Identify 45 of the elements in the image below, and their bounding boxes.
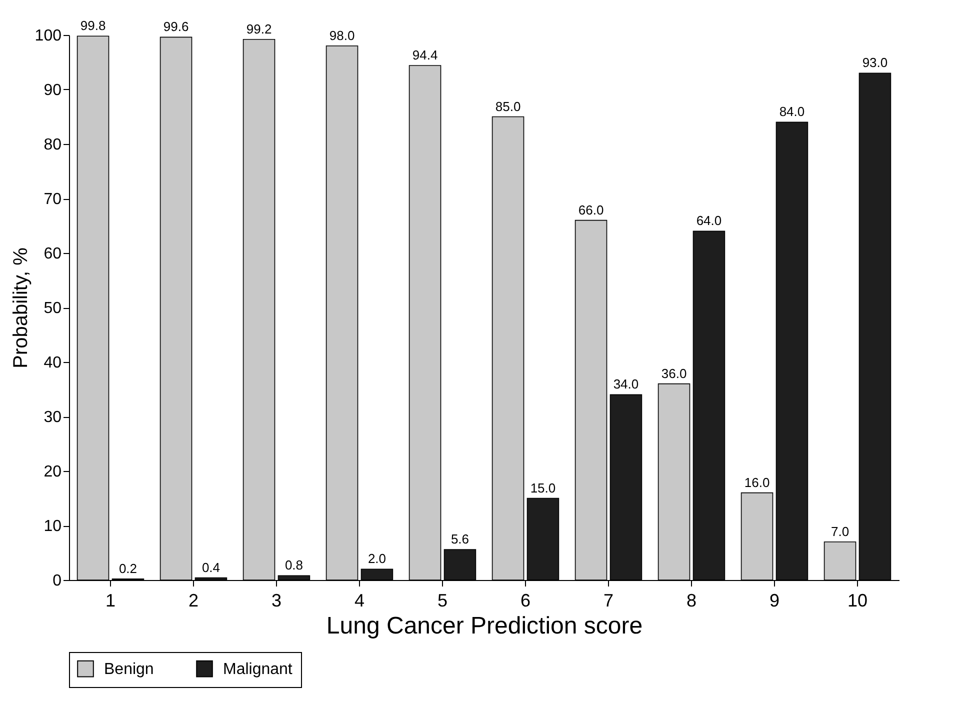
x-tick-label: 9 <box>769 590 780 610</box>
data-label: 99.2 <box>246 21 272 36</box>
data-label: 94.4 <box>412 48 438 63</box>
x-tick-label: 2 <box>188 590 199 610</box>
data-label: 7.0 <box>830 524 850 539</box>
y-tick-label: 70 <box>44 191 62 208</box>
y-tick-label: 40 <box>44 354 62 372</box>
data-label: 0.8 <box>284 558 304 573</box>
x-tick-label: 4 <box>354 590 365 610</box>
data-label: 15.0 <box>530 480 556 496</box>
data-label: 85.0 <box>495 98 521 114</box>
data-label: 34.0 <box>613 376 639 392</box>
legend-label: Malignant <box>223 660 293 678</box>
x-tick-label: 7 <box>603 590 614 610</box>
data-label: 36.0 <box>661 366 687 381</box>
y-tick-label: 90 <box>44 82 62 99</box>
y-tick-label: 100 <box>34 28 62 44</box>
y-tick-label: 0 <box>52 572 62 590</box>
y-tick-label: 80 <box>44 136 62 154</box>
data-label: 93.0 <box>862 55 888 70</box>
data-label: 16.0 <box>744 474 770 490</box>
data-label: 99.6 <box>163 19 189 34</box>
y-tick-label: 20 <box>44 464 62 480</box>
data-label: 64.0 <box>696 213 722 228</box>
data-label: 98.0 <box>329 28 355 43</box>
x-tick-label: 10 <box>847 590 868 610</box>
x-tick-label: 1 <box>105 590 116 610</box>
y-tick-label: 60 <box>44 246 62 262</box>
legend-label: Benign <box>104 660 154 678</box>
data-label: 0.4 <box>202 560 220 575</box>
x-tick-label: 6 <box>520 590 531 610</box>
y-tick-label: 10 <box>44 518 62 535</box>
y-tick-label: 30 <box>44 409 62 426</box>
data-label: 0.2 <box>118 560 138 576</box>
x-tick-label: 5 <box>437 590 448 610</box>
y-axis-title: Probability, % <box>10 247 32 368</box>
data-label: 5.6 <box>450 531 470 546</box>
x-axis-title: Lung Cancer Prediction score <box>326 612 643 640</box>
y-tick-label: 50 <box>44 300 62 317</box>
data-label: 66.0 <box>578 202 604 218</box>
data-label: 99.8 <box>80 18 106 34</box>
data-label: 84.0 <box>779 104 805 120</box>
x-tick-label: 8 <box>686 590 697 610</box>
data-label: 2.0 <box>368 551 386 566</box>
x-tick-label: 3 <box>271 590 282 610</box>
